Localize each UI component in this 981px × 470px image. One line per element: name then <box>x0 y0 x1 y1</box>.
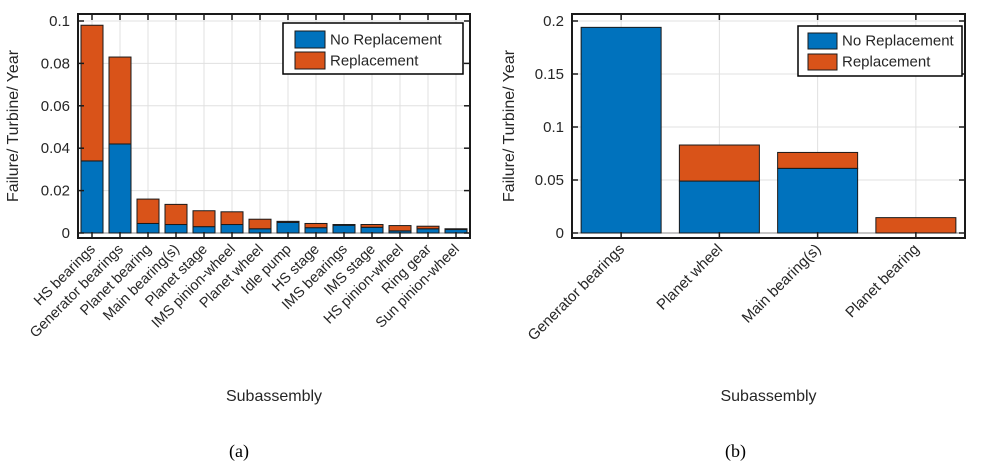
bar-segment-no-replacement <box>276 221 300 234</box>
bar-segment-replacement <box>248 218 272 230</box>
bar-segment-no-replacement <box>80 160 104 234</box>
x-tick-label: Generator bearings <box>525 241 628 344</box>
bar-segment-replacement <box>108 56 132 145</box>
bar-segment-no-replacement <box>220 224 244 234</box>
bar-segment-replacement <box>304 222 328 229</box>
legend-swatch-replacement <box>807 53 838 71</box>
x-axis-title: Subassembly <box>226 388 322 405</box>
bar-segment-replacement <box>416 225 440 230</box>
bar-segment-replacement <box>777 151 859 169</box>
caption-a: (a) <box>229 441 249 461</box>
y-tick-label: 0.05 <box>535 172 564 189</box>
bar-segment-replacement <box>388 225 412 232</box>
bar-segment-replacement <box>444 228 468 231</box>
y-tick-label: 0.15 <box>535 66 564 83</box>
y-tick-label: 0.2 <box>543 13 564 30</box>
x-tick-label: Planet bearing <box>842 241 922 321</box>
y-axis-title: Failure/ Turbine/ Year <box>5 49 22 202</box>
bar-segment-replacement <box>875 217 957 234</box>
caption-b: (b) <box>725 441 746 461</box>
bar-segment-no-replacement <box>136 222 160 234</box>
legend-swatch-replacement <box>294 51 326 70</box>
y-tick-label: 0 <box>62 225 70 242</box>
bar-segment-no-replacement <box>332 224 356 234</box>
failure-rate-chart-a-panel: 0 0.02 0.04 0.06 0.08 0.1 HS bearings Generator… <box>0 0 490 420</box>
bar-segment-replacement <box>276 220 300 223</box>
y-tick-label: 0.1 <box>543 119 564 136</box>
failure-rate-chart-a: 00.020.040.060.080.1HS bearingsGenerator… <box>5 13 471 405</box>
bar-segment-replacement <box>678 144 760 182</box>
y-axis-title: Failure/ Turbine/ Year <box>501 49 518 202</box>
axis-box <box>77 13 471 239</box>
y-tick-label: 0.1 <box>49 13 70 30</box>
legend-label-replacement: Replacement <box>330 53 419 70</box>
failure-rate-chart-b: 0 0.05 0.1 0.15 0.2 Generator bearings Planet … <box>501 13 966 405</box>
bar-segment-replacement <box>220 211 244 226</box>
bar-segment-no-replacement <box>777 167 859 234</box>
legend-label-no-replacement: No Replacement <box>330 32 443 49</box>
y-tick-label: 0.04 <box>41 140 70 157</box>
legend-swatch-no-replacement <box>294 30 326 49</box>
bar-segment-no-replacement <box>580 26 662 234</box>
x-axis-title: Subassembly <box>720 388 816 405</box>
bar-segment-replacement <box>360 224 384 228</box>
y-tick-label: 0.02 <box>41 183 70 200</box>
failure-rate-chart-b-panel: 0 0.05 0.1 0.15 0.2 Generator bearings Planet … <box>490 0 981 420</box>
bar-segment-replacement <box>80 24 104 162</box>
y-tick-label: 0.08 <box>41 55 70 72</box>
x-tick-label: Planet wheel <box>653 241 726 314</box>
bar-segment-replacement <box>136 198 160 224</box>
bar-segment-replacement <box>192 210 216 228</box>
legend-label-replacement: Replacement <box>842 54 931 71</box>
x-tick-label: Main bearing(s) <box>739 241 825 327</box>
legend-swatch-no-replacement <box>807 32 838 50</box>
bar-segment-replacement <box>332 224 356 226</box>
y-tick-label: 0 <box>556 225 564 242</box>
bar-segment-no-replacement <box>164 224 188 234</box>
legend-label-no-replacement: No Replacement <box>842 33 955 50</box>
bar-segment-replacement <box>164 203 188 226</box>
y-tick-label: 0.06 <box>41 98 70 115</box>
bar-segment-no-replacement <box>108 143 132 234</box>
bar-segment-no-replacement <box>678 180 760 234</box>
axis-box <box>571 13 966 239</box>
